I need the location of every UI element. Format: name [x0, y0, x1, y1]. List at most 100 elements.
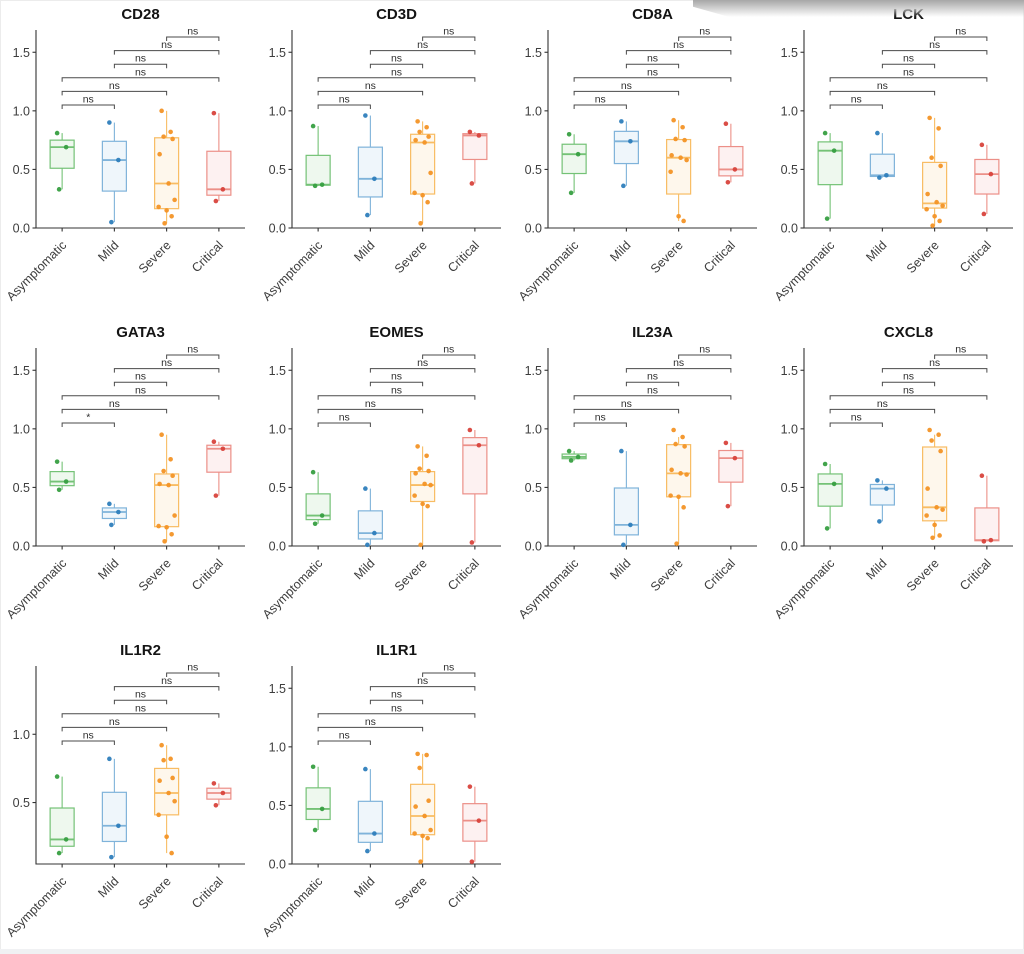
x-category-label: Severe: [392, 556, 430, 594]
boxplot-critical: [462, 427, 488, 545]
jitter-point: [413, 471, 418, 476]
box: [49, 471, 75, 487]
jitter-point: [156, 204, 161, 210]
significance-label: ns: [417, 357, 428, 369]
jitter-point: [680, 434, 685, 440]
y-tick-label: 0.0: [269, 858, 286, 872]
y-tick-label: 1.0: [13, 422, 30, 436]
panel-cd3d: 0.0 0.5 1.0 1.5 Asymptomatic Mild Severe Critic…: [256, 0, 512, 318]
boxplot-svg: 0.0 0.5 1.0 1.5 Asymptomatic Mild Severe Critic…: [4, 324, 245, 622]
jitter-point: [476, 442, 482, 448]
y-tick-label: 0.0: [781, 540, 798, 554]
significance-bracket: [166, 36, 220, 41]
jitter-point: [157, 151, 162, 157]
x-category-label: Mild: [351, 238, 377, 264]
jitter-point: [422, 140, 427, 145]
jitter-point: [425, 199, 430, 205]
jitter-point: [211, 439, 217, 445]
significance-bracket: [61, 90, 168, 96]
jitter-point: [54, 774, 60, 779]
significance-label: ns: [135, 66, 146, 78]
box: [718, 449, 744, 483]
significance-bracket: [934, 354, 988, 359]
significance-label: ns: [443, 662, 454, 674]
significance-label: ns: [109, 398, 120, 410]
jitter-point: [159, 742, 164, 748]
boxplot-mild: [357, 113, 383, 218]
jitter-point: [413, 804, 418, 809]
boxplot-mild: [101, 756, 127, 860]
x-category-label: Mild: [863, 556, 889, 582]
jitter-point: [619, 448, 624, 454]
box: [613, 487, 639, 536]
boxplot-asymptomatic: [305, 764, 331, 833]
boxplot-severe: [666, 117, 692, 224]
boxplot-critical: [206, 781, 232, 808]
box: [561, 143, 587, 175]
y-tick-label: 1.0: [781, 422, 798, 436]
significance-bracket: [317, 395, 476, 400]
jitter-point: [723, 121, 729, 127]
jitter-point: [116, 509, 121, 515]
jitter-point: [927, 115, 932, 121]
y-tick-label: 1.0: [525, 104, 542, 118]
y-tick-label: 1.5: [781, 364, 798, 378]
jitter-point: [166, 181, 171, 186]
jitter-point: [363, 486, 368, 491]
jitter-point: [469, 859, 475, 864]
significance-bracket: [61, 422, 115, 427]
significance-bracket: [317, 104, 371, 109]
x-category-label: Asymptomatic: [4, 556, 69, 621]
significance-label: ns: [903, 53, 914, 65]
significance-label: ns: [417, 675, 428, 687]
significance-label: ns: [903, 384, 914, 396]
jitter-point: [981, 539, 987, 544]
jitter-point: [169, 531, 174, 537]
significance-bracket: [881, 381, 936, 387]
x-category-label: Mild: [95, 556, 121, 582]
significance-label: ns: [621, 398, 632, 410]
jitter-point: [417, 466, 422, 471]
box: [462, 133, 488, 161]
boxplot-mild: [869, 478, 895, 524]
jitter-point: [673, 136, 678, 142]
significance-label: ns: [851, 94, 862, 106]
significance-label: ns: [365, 398, 376, 410]
box: [817, 473, 843, 507]
jitter-point: [988, 537, 994, 543]
jitter-point: [172, 798, 177, 804]
jitter-point: [162, 221, 167, 226]
jitter-point: [682, 444, 687, 449]
jitter-point: [63, 837, 69, 842]
jitter-point: [877, 175, 882, 180]
box: [206, 444, 232, 473]
jitter-point: [172, 513, 177, 518]
jitter-point: [884, 486, 889, 491]
x-category-label: Asymptomatic: [772, 556, 837, 621]
jitter-point: [619, 119, 624, 124]
boxplot-asymptomatic: [305, 469, 331, 527]
jitter-point: [420, 192, 425, 198]
box: [101, 140, 127, 192]
x-category-label: Severe: [648, 556, 686, 594]
x-category-label: Asymptomatic: [516, 238, 581, 303]
y-tick-label: 1.5: [13, 46, 30, 60]
boxplot-mild: [357, 766, 383, 854]
significance-label: ns: [647, 371, 658, 383]
panel-il1r1: 0.0 0.5 1.0 1.5 Asymptomatic Mild Severe Critic…: [256, 636, 512, 954]
significance-label: ns: [647, 384, 658, 396]
jitter-point: [940, 203, 945, 209]
y-tick-label: 0.0: [525, 222, 542, 236]
jitter-point: [363, 113, 368, 118]
y-tick-label: 1.5: [525, 46, 542, 60]
y-tick-label: 1.0: [781, 104, 798, 118]
box: [462, 803, 488, 842]
jitter-point: [418, 859, 423, 864]
significance-label: ns: [135, 689, 146, 701]
jitter-point: [671, 117, 676, 123]
x-category-label: Mild: [351, 874, 377, 900]
jitter-point: [220, 446, 226, 452]
jitter-point: [932, 213, 937, 219]
jitter-point: [884, 172, 889, 178]
jitter-point: [310, 469, 316, 475]
